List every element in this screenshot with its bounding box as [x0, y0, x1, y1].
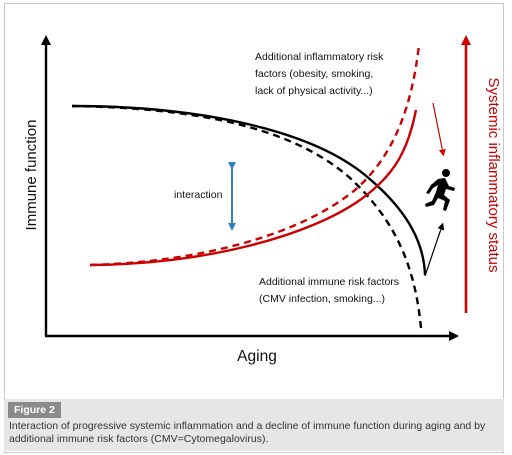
figure-label: Figure 2 — [8, 402, 61, 418]
caption-bar — [4, 399, 504, 451]
diagram: Immune function Aging Systemic inflammat… — [23, 35, 502, 365]
inflammatory-annotation-line-2: factors (obesity, smoking, — [255, 68, 373, 80]
inflammatory-risk-arrow — [432, 102, 446, 157]
immune-annotation-line-2: (CMV infection, smoking...) — [259, 293, 385, 305]
immune-annotation-line-1: Additional immune risk factors — [259, 276, 399, 288]
y-axis-label: Immune function — [23, 120, 40, 231]
figure-frame — [4, 3, 504, 453]
inflammatory-annotation-line-1: Additional inflammatory risk — [255, 51, 384, 63]
x-axis-label: Aging — [237, 348, 277, 365]
interaction-label: interaction — [174, 189, 223, 201]
inflammation-solid-curve — [89, 109, 418, 267]
caption-text: Interaction of progressive systemic infl… — [9, 420, 486, 445]
inflammatory-annotation-line-3: lack of physical activity...) — [255, 85, 373, 97]
runner-icon — [425, 169, 455, 211]
right-axis-label: Systemic inflammatory status — [485, 77, 502, 272]
immune-risk-arrow — [424, 222, 445, 277]
inflammation-dashed-curve — [89, 44, 421, 267]
immune-function-dashed-curve — [71, 104, 423, 329]
immune-function-solid-curve — [71, 104, 427, 276]
